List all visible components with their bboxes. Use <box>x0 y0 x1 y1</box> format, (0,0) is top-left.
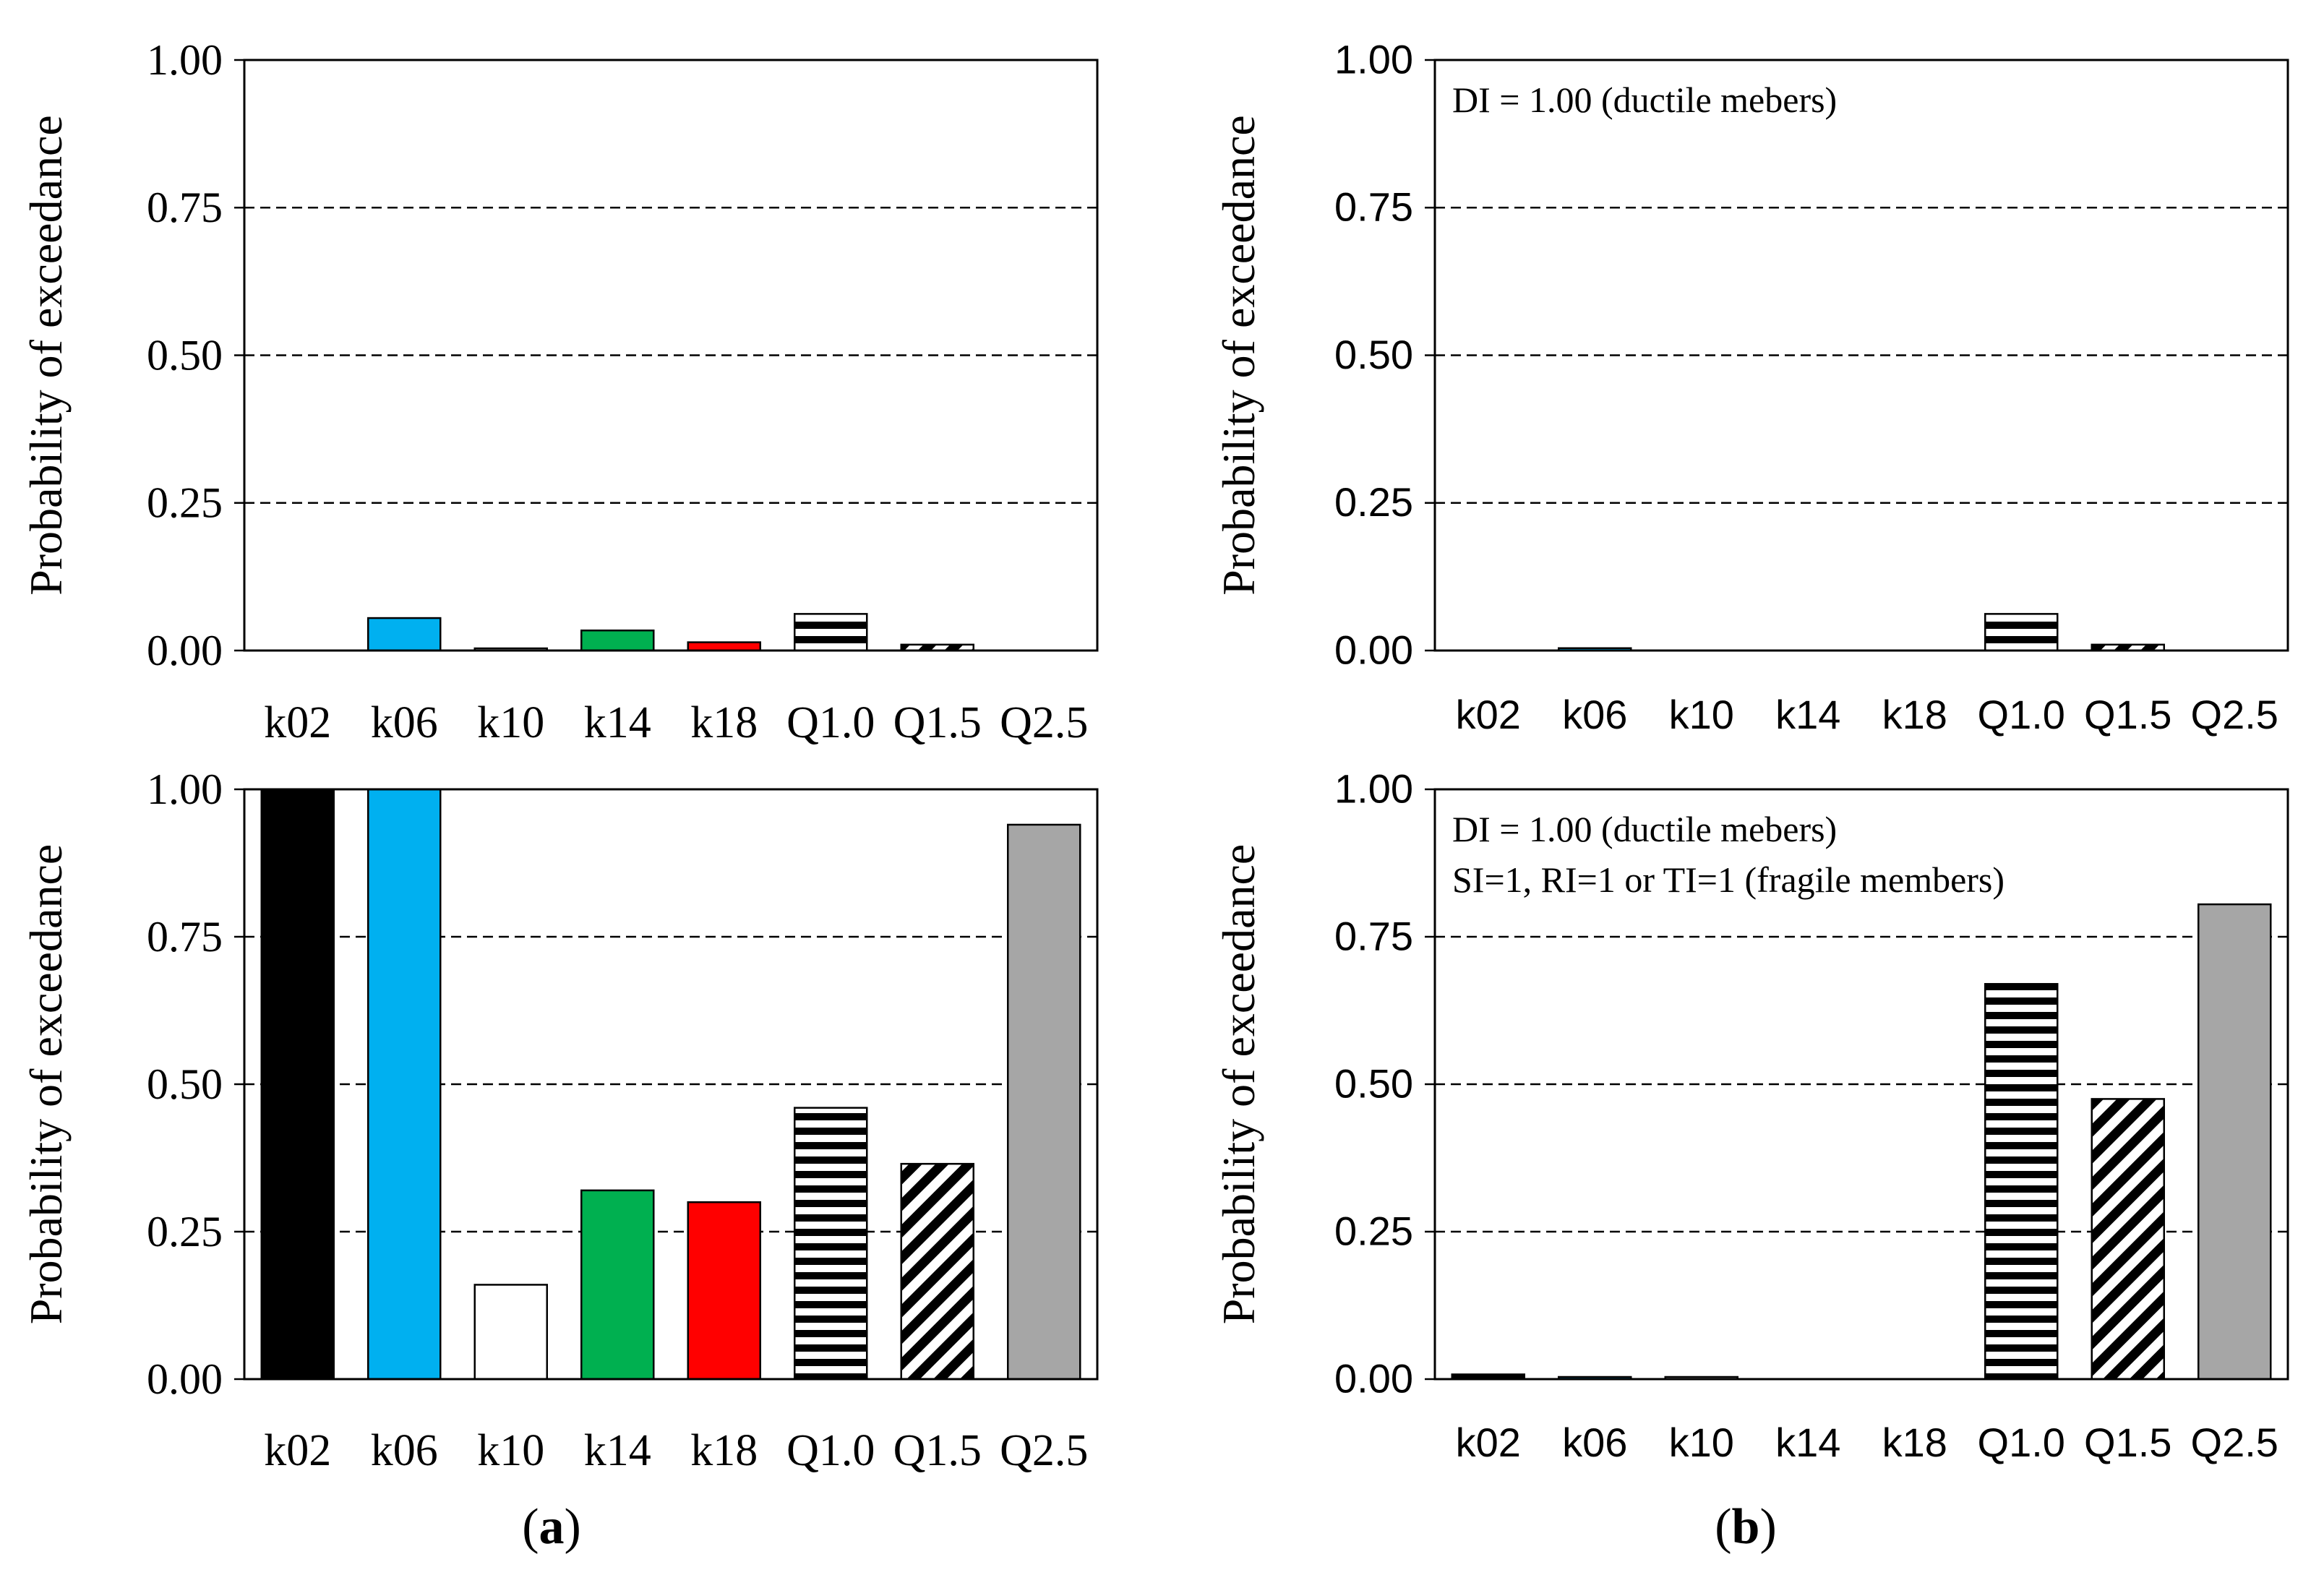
x-tick-label: Q1.0 <box>786 1426 875 1475</box>
y-tick-label: 0.50 <box>147 331 223 379</box>
chart-a-top: 0.00 0.25 0.50 0.75 1.00 k02 k06 k10 k14 k18 Q1.0 Q… <box>20 36 1099 747</box>
plot-frame <box>243 788 1099 1381</box>
x-tick-label: k18 <box>1882 692 1947 737</box>
y-axis-label: Probability of exceedance <box>20 844 72 1325</box>
y-tick-label: 0.00 <box>1334 1355 1413 1401</box>
y-tick-label: 0.50 <box>147 1060 223 1108</box>
x-tick-label: Q1.5 <box>893 1426 982 1475</box>
y-tick-label: 0.75 <box>1334 913 1413 958</box>
bar-k06 <box>367 788 442 1381</box>
chart-a-bottom: 0.00 0.25 0.50 0.75 1.00 k02 k06 k10 k14 k18 Q1.0 Q… <box>20 765 1099 1475</box>
x-tick-label: Q1.5 <box>2084 1420 2171 1465</box>
chart-b-top: 0.00 0.25 0.50 0.75 1.00 k02 k06 k10 k14 k18 Q1.0 Q… <box>1213 36 2289 737</box>
bar-q1-0 <box>1984 613 2059 652</box>
x-tick-label: k06 <box>1562 692 1627 737</box>
panel-a-label: (a) <box>522 1499 581 1555</box>
plot-frame <box>243 59 1099 652</box>
x-tick-label: k10 <box>1669 692 1734 737</box>
x-tick-label: Q1.0 <box>1978 1420 2065 1465</box>
x-tick-label: k02 <box>1456 692 1521 737</box>
bar-k14 <box>580 1189 655 1381</box>
y-tick-label: 0.00 <box>147 1355 223 1403</box>
plot-frame <box>1433 59 2289 652</box>
plot-frame <box>1433 788 2289 1381</box>
bar-q2-5 <box>2197 903 2272 1381</box>
y-tick-label: 0.75 <box>147 184 223 231</box>
x-tick-label: k02 <box>1456 1420 1521 1465</box>
y-axis-label: Probability of exceedance <box>1213 844 1264 1325</box>
x-tick-label: k10 <box>477 1426 544 1475</box>
x-tick-label: Q2.5 <box>2191 692 2278 737</box>
x-tick-label: k06 <box>371 698 438 747</box>
x-tick-label: k06 <box>371 1426 438 1475</box>
y-tick-label: 0.00 <box>1334 627 1413 672</box>
bar-q1-5 <box>900 1162 974 1381</box>
bar-q1-0 <box>794 1107 868 1381</box>
x-tick-label: k02 <box>264 1426 331 1475</box>
x-tick-label: k14 <box>584 1426 651 1475</box>
y-axis-label: Probability of exceedance <box>20 115 72 596</box>
x-tick-label: k02 <box>264 698 331 747</box>
y-tick-label: 0.75 <box>147 913 223 961</box>
x-tick-label: k14 <box>1775 692 1840 737</box>
y-tick-label: 1.00 <box>147 36 223 84</box>
x-tick-label: k14 <box>1775 1420 1840 1465</box>
chart-b-bottom: 0.00 0.25 0.50 0.75 1.00 k02 k06 k10 k14 k18 Q1.0 Q… <box>1213 765 2289 1465</box>
y-tick-label: 0.25 <box>147 1208 223 1256</box>
y-tick-label: 0.25 <box>147 479 223 527</box>
bar-k18 <box>687 1201 761 1381</box>
x-tick-label: k18 <box>1882 1420 1947 1465</box>
x-tick-label: Q2.5 <box>2191 1420 2278 1465</box>
y-tick-label: 0.25 <box>1334 479 1413 525</box>
x-tick-label: k14 <box>584 698 651 747</box>
annotation: SI=1, RI=1 or TI=1 (fragile members) <box>1452 859 2004 900</box>
y-tick-label: 0.50 <box>1334 332 1413 377</box>
x-tick-label: Q1.0 <box>786 698 875 747</box>
x-tick-label: Q2.5 <box>1000 698 1088 747</box>
y-tick-label: 0.50 <box>1334 1060 1413 1106</box>
y-tick-label: 1.00 <box>147 765 223 813</box>
y-tick-label: 0.75 <box>1334 184 1413 230</box>
x-tick-label: Q2.5 <box>1000 1426 1088 1475</box>
y-tick-label: 0.00 <box>147 627 223 674</box>
bar-k02 <box>260 788 335 1381</box>
panel-b-label: (b) <box>1715 1499 1777 1555</box>
bar-q1-0 <box>1984 983 2059 1381</box>
y-tick-label: 0.25 <box>1334 1208 1413 1253</box>
x-tick-label: Q1.5 <box>2084 692 2171 737</box>
bar-k18 <box>687 641 761 652</box>
bar-k14 <box>580 629 655 652</box>
bar-q1-5 <box>2091 1098 2165 1381</box>
x-tick-label: k18 <box>690 698 758 747</box>
annotation: DI = 1.00 (ductile mebers) <box>1452 80 1837 120</box>
bar-q1-0 <box>794 613 868 652</box>
y-tick-label: 1.00 <box>1334 765 1413 811</box>
x-tick-label: k10 <box>477 698 544 747</box>
x-tick-label: k10 <box>1669 1420 1734 1465</box>
x-tick-label: Q1.5 <box>893 698 982 747</box>
bar-k10 <box>473 1284 548 1381</box>
x-tick-label: Q1.0 <box>1978 692 2065 737</box>
bar-q2-5 <box>1007 823 1081 1381</box>
x-tick-label: k18 <box>690 1426 758 1475</box>
annotation: DI = 1.00 (ductile mebers) <box>1452 809 1837 849</box>
y-tick-label: 1.00 <box>1334 36 1413 82</box>
y-axis-label: Probability of exceedance <box>1213 115 1264 596</box>
bar-k06 <box>367 617 442 652</box>
x-tick-label: k06 <box>1562 1420 1627 1465</box>
